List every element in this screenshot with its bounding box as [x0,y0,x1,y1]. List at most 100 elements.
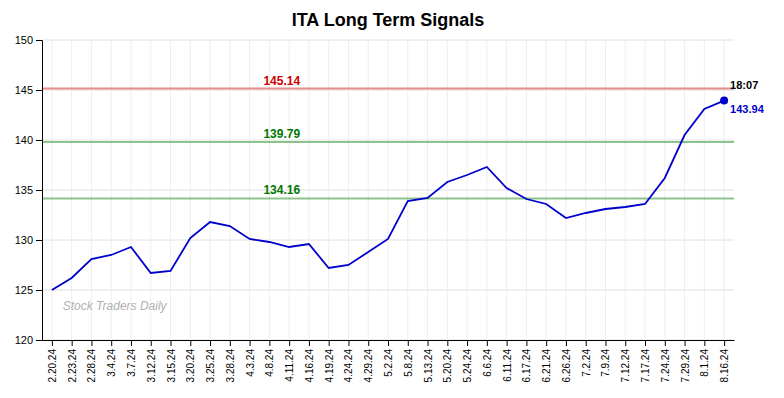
x-tick-mark [210,340,211,346]
y-tick: 130 [15,234,42,246]
x-tick-mark [507,340,508,346]
grid-line-x [229,40,230,340]
grid-line-x [565,40,566,340]
grid-line-x [645,40,646,340]
x-tick: 7.2.24 [581,340,592,377]
x-tick-mark [665,340,666,346]
x-tick-mark [309,340,310,346]
x-tick: 4.11.24 [284,340,295,382]
grid-line-x [486,40,487,340]
x-tick-label: 8.16.24 [719,349,730,383]
y-tick-mark [36,240,42,241]
grid-line-x [704,40,705,340]
y-axis: 120125130135140145150 [15,34,43,346]
x-tick-mark [605,340,606,346]
x-tick: 7.9.24 [600,340,611,377]
x-tick-label: 6.11.24 [502,349,513,382]
last-value-label: 143.94 [730,103,765,115]
title: ITA Long Term Signals [292,10,485,30]
marks [42,89,734,290]
x-tick: 3.20.24 [185,340,196,382]
x-tick: 5.2.24 [383,340,394,377]
y-tick-label: 145 [15,84,33,96]
x-tick-mark [388,340,389,346]
x-tick-label: 7.9.24 [600,349,611,377]
x-tick-label: 4.19.24 [324,349,335,383]
grid-line-x [407,40,408,340]
x-tick: 4.24.24 [343,340,354,382]
x-tick: 8.1.24 [699,340,710,377]
x-tick-label: 6.6.24 [482,349,493,377]
y-tick: 140 [15,134,42,146]
grid-line-x [308,40,309,340]
reference-label: 145.14 [263,74,300,88]
grid-line-x [368,40,369,340]
x-tick: 5.8.24 [403,340,414,377]
x-tick-label: 2.20.24 [47,349,58,383]
x-tick: 3.12.24 [146,340,157,382]
x-tick-label: 4.3.24 [245,349,256,377]
x-tick-mark [428,340,429,346]
grid-line-x [328,40,329,340]
last-point [720,97,728,105]
x-tick-mark [151,340,152,346]
x-tick-label: 7.29.24 [680,349,691,383]
x-tick-mark [250,340,251,346]
x-tick: 4.19.24 [324,340,335,382]
grid-line-x [467,40,468,340]
x-tick: 3.25.24 [205,340,216,382]
x-tick-label: 7.2.24 [581,349,592,377]
x-tick-label: 4.29.24 [363,349,374,383]
x-tick-label: 5.24.24 [462,349,473,383]
reference-line [42,88,734,90]
x-tick-mark [645,340,646,346]
grid-line-x [190,40,191,340]
y-tick: 145 [15,84,42,96]
x-axis: 2.20.242.23.242.28.243.4.243.7.243.12.24… [43,340,735,382]
x-tick: 5.20.24 [442,340,453,382]
x-tick-label: 3.12.24 [146,349,157,383]
x-tick: 6.26.24 [561,340,572,382]
x-tick-mark [72,340,73,346]
y-tick: 150 [15,34,42,46]
y-tick: 135 [15,184,42,196]
grid-line-x [605,40,606,340]
y-tick-label: 135 [15,184,33,196]
x-tick-label: 2.28.24 [86,349,97,383]
grid-line-x [348,40,349,340]
x-tick-label: 6.21.24 [541,349,552,383]
x-tick-label: 3.15.24 [166,349,177,383]
x-tick-label: 3.25.24 [205,349,216,383]
x-tick-mark [289,340,290,346]
x-tick-mark [487,340,488,346]
grid-line-x [170,40,171,340]
x-tick-mark [348,340,349,346]
x-tick-label: 5.13.24 [423,349,434,383]
x-tick-mark [447,340,448,346]
x-tick-label: 6.17.24 [521,349,532,383]
grid-line-x [51,40,52,340]
x-tick-label: 8.1.24 [699,349,710,377]
y-tick-label: 150 [15,34,33,46]
reference-label: 134.16 [263,183,300,197]
x-tick-label: 4.24.24 [343,349,354,383]
grid-line-x [249,40,250,340]
grid-line-x [91,40,92,340]
x-tick: 2.28.24 [86,340,97,382]
x-tick-label: 4.8.24 [264,349,275,377]
x-tick: 4.8.24 [264,340,275,377]
y-tick: 120 [15,334,42,346]
reference-line [42,197,734,199]
x-tick-mark [408,340,409,346]
grid-line-x [150,40,151,340]
grid-line-x [447,40,448,340]
x-tick-mark [546,340,547,346]
x-tick-label: 3.20.24 [185,349,196,383]
x-tick-mark [329,340,330,346]
grid-line-x [210,40,211,340]
y-tick-mark [36,40,42,41]
x-tick-label: 5.20.24 [442,349,453,383]
x-tick-label: 3.7.24 [126,349,137,377]
grid [42,40,734,340]
x-tick: 6.21.24 [541,340,552,382]
